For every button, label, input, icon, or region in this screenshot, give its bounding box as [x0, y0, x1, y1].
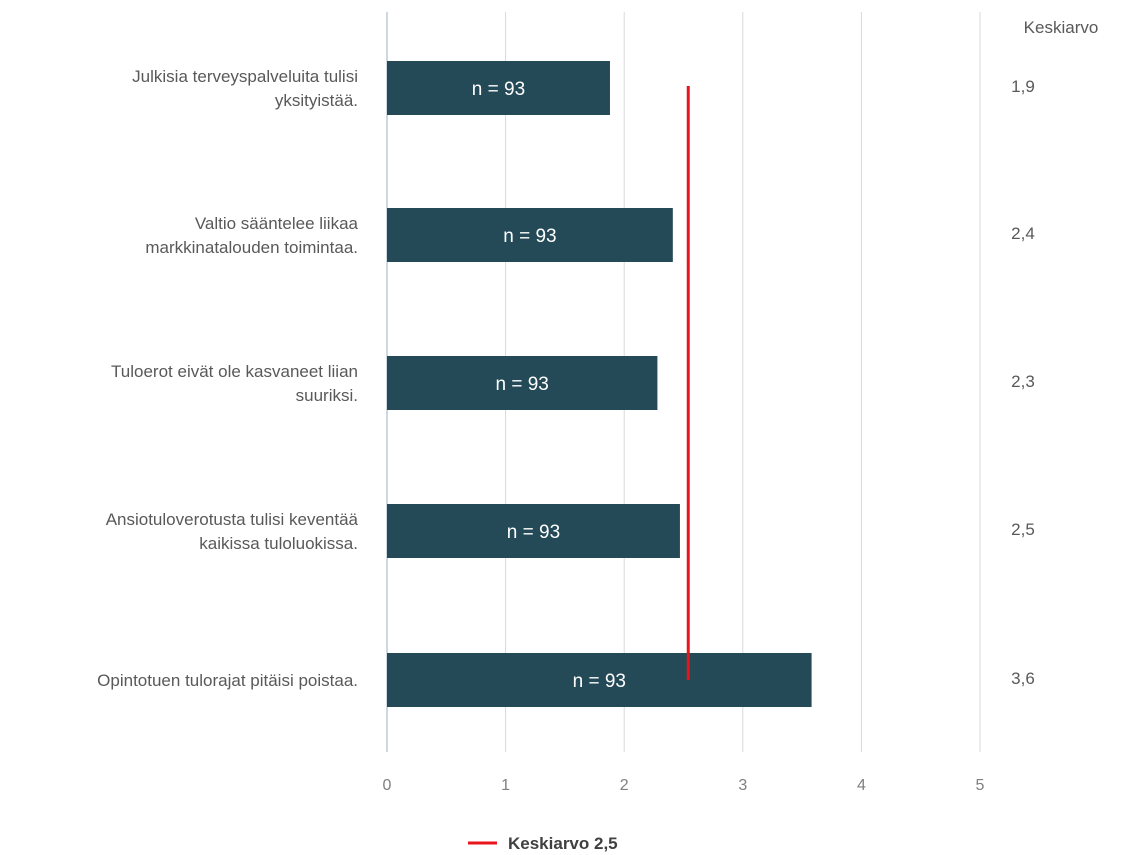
category-label: Valtio sääntelee liikaa: [195, 214, 359, 233]
category-label: Opintotuen tulorajat pitäisi poistaa.: [97, 671, 358, 690]
x-tick-label: 3: [738, 777, 747, 794]
category-label: kaikissa tuloluokissa.: [199, 534, 358, 553]
bar: [387, 653, 812, 707]
category-label: Julkisia terveyspalveluita tulisi: [132, 67, 358, 86]
bar-label: n = 93: [472, 79, 525, 100]
x-tick-label: 2: [620, 777, 629, 794]
category-label: suuriksi.: [296, 386, 358, 405]
bar-label: n = 93: [496, 374, 549, 395]
category-label: Tuloerot eivät ole kasvaneet liian: [111, 362, 358, 381]
mean-value-label: 3,6: [1011, 669, 1035, 688]
bar: [387, 61, 610, 115]
mean-value-label: 2,4: [1011, 224, 1035, 243]
mean-value-label: 1,9: [1011, 77, 1035, 96]
category-label: yksityistää.: [275, 91, 358, 110]
x-tick-label: 0: [383, 777, 392, 794]
category-label: Ansiotuloverotusta tulisi keventää: [106, 510, 359, 529]
x-tick-label: 5: [976, 777, 985, 794]
bar-label: n = 93: [573, 671, 626, 692]
bar: [387, 208, 673, 262]
category-label: markkinatalouden toimintaa.: [145, 238, 358, 257]
legend-label: Keskiarvo 2,5: [508, 834, 618, 853]
bar: [387, 504, 680, 558]
x-tick-label: 1: [501, 777, 510, 794]
mean-value-label: 2,3: [1011, 372, 1035, 391]
bar: [387, 356, 658, 410]
bar-label: n = 93: [503, 226, 556, 247]
x-tick-label: 4: [857, 777, 866, 794]
mean-value-label: 2,5: [1011, 520, 1035, 539]
mean-column-header: Keskiarvo: [1024, 18, 1099, 37]
bar-label: n = 93: [507, 522, 560, 543]
